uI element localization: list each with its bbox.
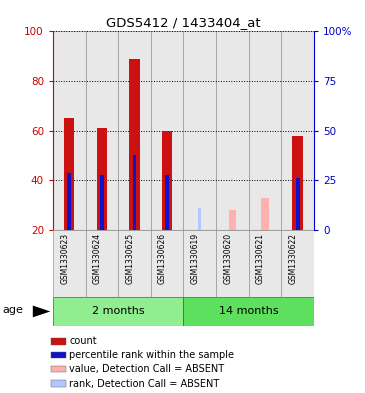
Bar	[249, 230, 281, 297]
Bar	[198, 208, 201, 230]
Bar	[296, 178, 300, 230]
Bar	[183, 230, 216, 297]
Bar	[281, 230, 314, 297]
Bar	[216, 230, 249, 297]
Bar	[53, 230, 85, 297]
Text: 2 months: 2 months	[92, 307, 145, 316]
Bar	[165, 175, 169, 230]
Bar	[129, 59, 140, 230]
Text: GSM1330624: GSM1330624	[93, 233, 102, 285]
Bar	[216, 31, 249, 230]
Text: GSM1330619: GSM1330619	[191, 233, 200, 285]
Bar	[53, 31, 85, 230]
Bar	[67, 173, 71, 230]
Bar	[64, 118, 74, 230]
Text: value, Detection Call = ABSENT: value, Detection Call = ABSENT	[69, 364, 224, 374]
Bar	[249, 31, 281, 230]
Bar	[85, 31, 118, 230]
Text: GSM1330625: GSM1330625	[126, 233, 134, 285]
Bar	[151, 230, 183, 297]
Text: GSM1330623: GSM1330623	[60, 233, 69, 285]
Text: GSM1330621: GSM1330621	[256, 233, 265, 284]
Bar	[51, 366, 66, 372]
Bar	[231, 229, 234, 230]
Text: count: count	[69, 336, 97, 347]
Polygon shape	[33, 306, 50, 318]
Text: GSM1330622: GSM1330622	[289, 233, 297, 284]
Text: age: age	[3, 305, 23, 315]
Bar	[162, 130, 172, 230]
Text: GSM1330620: GSM1330620	[223, 233, 233, 285]
Bar	[229, 210, 236, 230]
Text: GSM1330626: GSM1330626	[158, 233, 167, 285]
Bar	[183, 297, 314, 326]
Title: GDS5412 / 1433404_at: GDS5412 / 1433404_at	[106, 16, 261, 29]
Bar	[118, 31, 151, 230]
Bar	[51, 352, 66, 358]
Bar	[132, 156, 137, 230]
Bar	[118, 230, 151, 297]
Bar	[292, 136, 303, 230]
Bar	[51, 338, 66, 345]
Bar	[281, 31, 314, 230]
Bar	[53, 297, 183, 326]
Bar	[100, 175, 104, 230]
Bar	[151, 31, 183, 230]
Text: rank, Detection Call = ABSENT: rank, Detection Call = ABSENT	[69, 378, 219, 389]
Bar	[51, 380, 66, 387]
Text: percentile rank within the sample: percentile rank within the sample	[69, 350, 234, 360]
Text: 14 months: 14 months	[219, 307, 278, 316]
Bar	[261, 198, 269, 230]
Bar	[183, 31, 216, 230]
Bar	[97, 128, 107, 230]
Bar	[85, 230, 118, 297]
